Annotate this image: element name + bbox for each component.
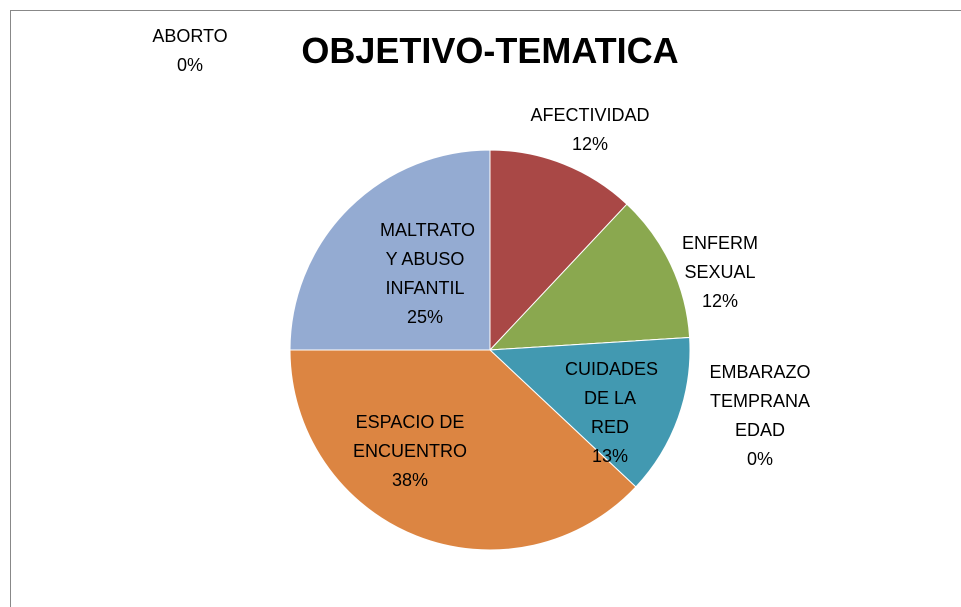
value-label: 0% xyxy=(176,55,203,75)
slice-label: ESPACIO DE ENCUENTRO 38% xyxy=(350,408,470,495)
slice-label: ABORTO 0% xyxy=(135,22,245,80)
category-label: ESPACIO DE ENCUENTRO xyxy=(352,412,467,461)
category-label: AFECTIVIDAD xyxy=(530,105,650,125)
pie-slice xyxy=(488,336,691,488)
slice-label: MALTRATO Y ABUSO INFANTIL 25% xyxy=(380,216,476,332)
pie-slice xyxy=(489,149,628,352)
category-label: EMBARAZO TEMPRANA EDAD xyxy=(709,362,811,440)
value-label: 12% xyxy=(571,134,609,154)
category-label: ABORTO xyxy=(152,26,228,46)
pie-slice xyxy=(289,149,491,351)
slice-label: CUIDADES DE LA RED 13% xyxy=(565,355,659,471)
pie-slice xyxy=(488,203,691,351)
value-label: 13% xyxy=(591,446,629,466)
value-label: 0% xyxy=(746,449,773,469)
category-label: ENFERM SEXUAL xyxy=(682,233,758,282)
category-label: CUIDADES DE LA RED xyxy=(565,359,659,437)
slice-label: EMBARAZO TEMPRANA EDAD 0% xyxy=(705,358,815,474)
value-label: 38% xyxy=(391,470,429,490)
value-label: 12% xyxy=(701,291,739,311)
chart-title: OBJETIVO-TEMATICA xyxy=(301,30,679,71)
slice-label: ENFERM SEXUAL 12% xyxy=(680,229,760,316)
value-label: 25% xyxy=(406,307,444,327)
pie-slice xyxy=(289,349,637,551)
slice-label: AFECTIVIDAD 12% xyxy=(520,101,660,159)
category-label: MALTRATO Y ABUSO INFANTIL xyxy=(380,220,476,298)
frame xyxy=(10,10,961,607)
